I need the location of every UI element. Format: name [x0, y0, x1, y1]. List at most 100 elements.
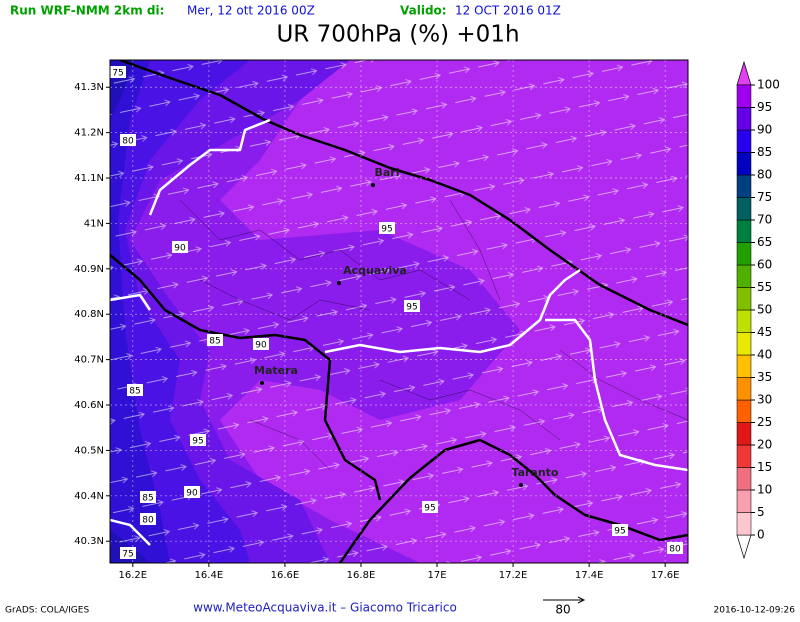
colorbar-swatch — [736, 242, 752, 266]
colorbar-swatch — [736, 197, 752, 221]
map-frame — [109, 59, 689, 564]
colorbar-swatch — [736, 399, 752, 423]
colorbar-label: 60 — [757, 258, 772, 272]
x-tick-label: 16.2E — [119, 570, 148, 581]
contour-label-box — [379, 222, 395, 234]
colorbar-swatch — [736, 467, 752, 491]
y-tick-label: 40.5N — [74, 445, 104, 456]
contour-label-box — [253, 338, 269, 350]
contour-label-box — [207, 334, 223, 346]
site-credit: www.MeteoAcquaviva.it – Giacomo Tricaric… — [193, 601, 457, 615]
place-label: Taranto — [511, 466, 558, 479]
contour-label: 95 — [614, 527, 625, 537]
vector-reference: 80 — [555, 603, 570, 617]
y-tick-label: 41.3N — [74, 82, 104, 93]
contour-label-box — [140, 491, 156, 503]
y-tick-label: 40.3N — [74, 536, 104, 547]
place-marker — [519, 483, 523, 487]
x-tick-label: 16.4E — [195, 570, 224, 581]
colorbar-swatch — [736, 309, 752, 333]
valid-label: Valido: — [400, 4, 447, 18]
colorbar-label: 45 — [757, 325, 772, 339]
contour-label-box — [120, 547, 136, 559]
contour-label-box — [667, 542, 683, 554]
x-tick-label: 16.8E — [347, 570, 376, 581]
colorbar-over — [736, 60, 752, 86]
colorbar-swatch — [736, 354, 752, 378]
y-tick-label: 40.4N — [74, 491, 104, 502]
map-overlay: 16.2E 16.4E 16.6E 16.8E 17E 17.2E 17.4E 17.6E 41… — [74, 60, 688, 581]
contour-label-box — [184, 486, 200, 498]
place-label: Matera — [254, 364, 298, 377]
colorbar-label: 65 — [757, 235, 772, 249]
colorbar-label: 80 — [757, 168, 772, 182]
contour-label: 90 — [174, 244, 186, 254]
x-tick-label: 17.4E — [575, 570, 604, 581]
colorbar-swatch — [736, 512, 752, 536]
y-tick-label: 40.8N — [74, 309, 104, 320]
colorbar-swatch — [736, 107, 752, 131]
colorbar-label: 75 — [757, 190, 772, 204]
contour-label: 95 — [406, 303, 417, 313]
place-label: Bari — [374, 166, 399, 179]
contour-label: 85 — [142, 494, 153, 504]
contour-label: 85 — [129, 387, 140, 397]
vector-reference-arrow — [543, 596, 586, 604]
colorbar-swatch — [736, 287, 752, 311]
colorbar-label: 35 — [757, 370, 772, 384]
contour-label: 75 — [112, 69, 123, 79]
contour-label: 95 — [192, 437, 203, 447]
colorbar-swatch — [736, 129, 752, 153]
colorbar-swatch — [736, 377, 752, 401]
place-marker — [371, 183, 375, 187]
colorbar-label: 50 — [757, 303, 772, 317]
colorbar-swatch — [736, 264, 752, 288]
y-tick-label: 40.9N — [74, 264, 104, 275]
colorbar-label: 100 — [757, 78, 780, 92]
colorbar-label: 10 — [757, 483, 772, 497]
contour-label-box — [190, 434, 206, 446]
colorbar-label: 25 — [757, 415, 772, 429]
colorbar-swatch — [736, 152, 752, 176]
place-label: Acquaviva — [343, 264, 407, 277]
run-label: Run WRF-NMM 2km di: — [10, 4, 164, 18]
colorbar-label: 20 — [757, 438, 772, 452]
colorbar-swatch — [736, 444, 752, 468]
contour-label-box — [404, 300, 420, 312]
colorbar-label: 40 — [757, 348, 772, 362]
run-date: Mer, 12 ott 2016 00Z — [187, 4, 315, 18]
contour-label: 90 — [255, 341, 267, 351]
colorbar-label: 30 — [757, 393, 772, 407]
title: UR 700hPa (%) +01h — [276, 22, 519, 48]
contour-label-box — [422, 501, 438, 513]
contour-label-box — [110, 66, 126, 78]
y-tick-label: 41N — [84, 218, 104, 229]
contour-label-box — [120, 134, 136, 146]
colorbar-label: 70 — [757, 213, 772, 227]
colorbar-label: 15 — [757, 460, 772, 474]
y-tick-label: 41.2N — [74, 128, 104, 139]
colorbar-swatch — [736, 422, 752, 446]
place-marker — [260, 381, 264, 385]
contour-label-box — [612, 524, 628, 536]
y-tick-label: 40.7N — [74, 355, 104, 366]
x-tick-label: 16.6E — [271, 570, 300, 581]
contour-label: 95 — [424, 504, 435, 514]
valid-date: 12 OCT 2016 01Z — [455, 4, 561, 18]
contour-label: 80 — [122, 137, 134, 147]
x-tick-label: 17.6E — [651, 570, 680, 581]
x-tick-label: 17E — [428, 570, 447, 581]
software-credit: GrADS: COLA/IGES — [5, 606, 89, 616]
colorbar-swatch — [736, 219, 752, 243]
map-field — [110, 60, 688, 563]
colorbar-label: 85 — [757, 145, 772, 159]
colorbar-label: 0 — [757, 528, 765, 542]
place-marker — [337, 281, 341, 285]
colorbar-under — [736, 534, 752, 560]
colorbar-swatch — [736, 332, 752, 356]
contour-label-box — [140, 513, 156, 525]
timestamp: 2016-10-12-09:26 — [714, 606, 796, 616]
contour-label: 90 — [186, 489, 198, 499]
contour-label: 80 — [142, 516, 154, 526]
